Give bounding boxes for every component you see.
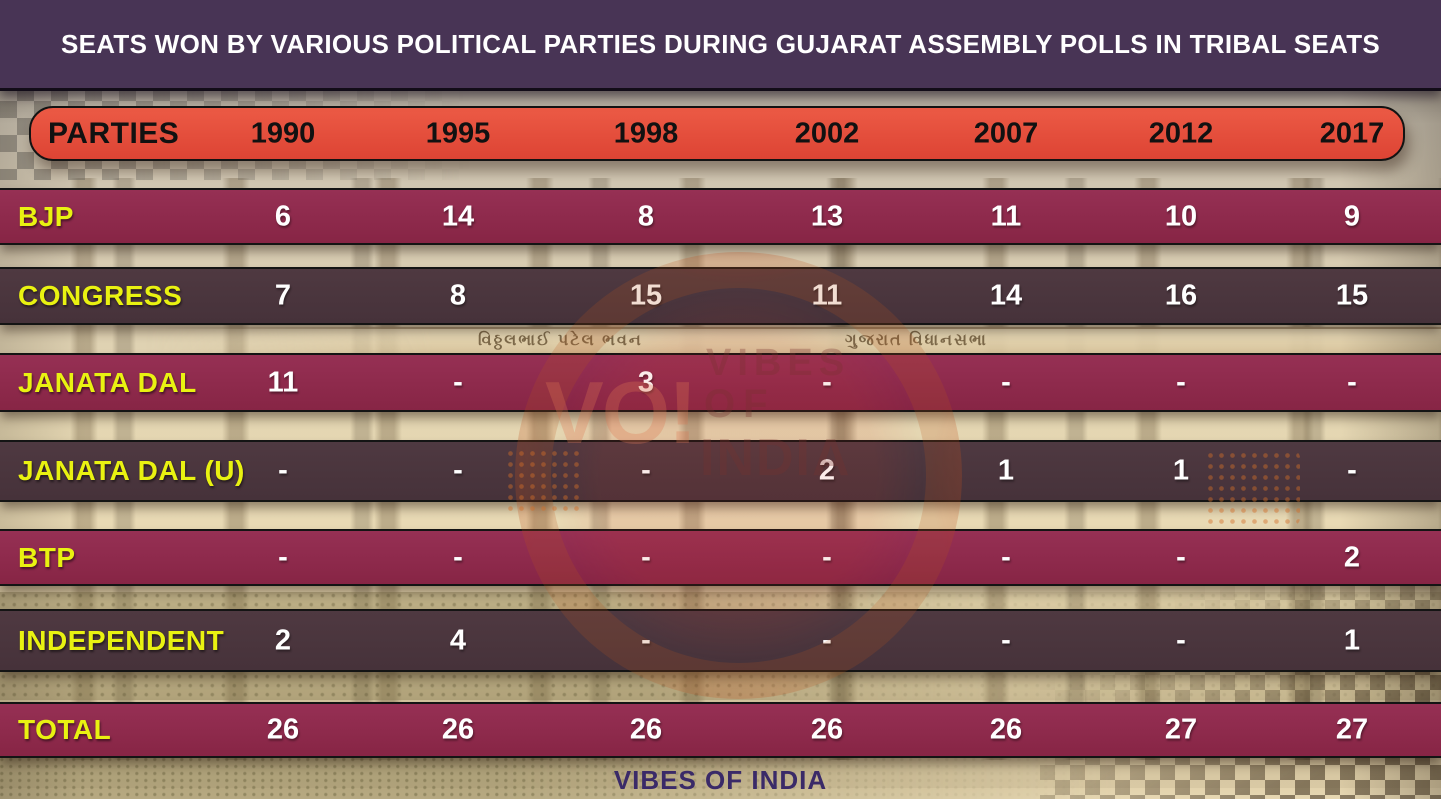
cell-value: 27 bbox=[1164, 713, 1198, 746]
party-name: BJP bbox=[18, 200, 74, 232]
column-header-parties: PARTIES bbox=[48, 116, 180, 150]
cell-value: 2 bbox=[274, 624, 292, 656]
column-header-year: 1995 bbox=[425, 117, 491, 149]
row-janata-dal-u: JANATA DAL (U) - - - 2 1 1 - bbox=[0, 440, 1441, 502]
party-name: INDEPENDENT bbox=[18, 624, 225, 656]
party-name: JANATA DAL (U) bbox=[18, 455, 245, 486]
cell-value: 6 bbox=[274, 200, 292, 232]
cell-value: 2 bbox=[818, 454, 836, 487]
cell-value: 26 bbox=[629, 713, 663, 746]
cell-value: 3 bbox=[637, 366, 655, 398]
cell-value: 11 bbox=[990, 200, 1022, 232]
cell-value: 7 bbox=[274, 279, 292, 312]
column-header-year: 2017 bbox=[1319, 117, 1385, 149]
row-janata-dal: JANATA DAL 11 - 3 - - - - bbox=[0, 353, 1441, 412]
cell-value: 1 bbox=[1343, 624, 1361, 656]
cell-value: - bbox=[1176, 366, 1186, 398]
row-congress: CONGRESS 7 8 15 11 14 16 15 bbox=[0, 267, 1441, 325]
cell-value: - bbox=[453, 454, 463, 487]
cell-value: 8 bbox=[637, 200, 655, 232]
cell-value: - bbox=[822, 624, 832, 656]
party-name: TOTAL bbox=[18, 714, 112, 745]
column-header-year: 1998 bbox=[613, 117, 679, 149]
cell-value: - bbox=[1176, 624, 1186, 656]
cell-value: 15 bbox=[1335, 279, 1369, 312]
row-btp: BTP - - - - - - 2 bbox=[0, 529, 1441, 586]
cell-value: - bbox=[822, 541, 832, 573]
cell-value: 15 bbox=[629, 279, 663, 312]
party-name: BTP bbox=[18, 541, 76, 573]
column-header-year: 1990 bbox=[250, 117, 316, 149]
cell-value: 1 bbox=[997, 454, 1015, 487]
party-name: JANATA DAL bbox=[18, 366, 197, 398]
cell-value: - bbox=[641, 454, 651, 487]
cell-value: - bbox=[278, 454, 288, 487]
cell-value: 11 bbox=[267, 366, 299, 398]
background-gujarati-text-right: ગુજરાત વિધાનસભા bbox=[845, 332, 988, 349]
title-bar: SEATS WON BY VARIOUS POLITICAL PARTIES D… bbox=[0, 0, 1441, 91]
cell-value: - bbox=[1347, 366, 1357, 398]
cell-value: 26 bbox=[989, 713, 1023, 746]
cell-value: - bbox=[278, 541, 288, 573]
cell-value: 26 bbox=[266, 713, 300, 746]
cell-value: - bbox=[641, 624, 651, 656]
cell-value: - bbox=[1001, 541, 1011, 573]
row-independent: INDEPENDENT 2 4 - - - - 1 bbox=[0, 609, 1441, 672]
cell-value: 26 bbox=[810, 713, 844, 746]
cell-value: 27 bbox=[1335, 713, 1369, 746]
cell-value: - bbox=[453, 366, 463, 398]
footer-brand: VIBES OF INDIA bbox=[613, 765, 828, 795]
cell-value: 9 bbox=[1343, 200, 1361, 232]
column-header-year: 2002 bbox=[794, 117, 860, 149]
cell-value: - bbox=[1176, 541, 1186, 573]
background-gujarati-text-left: વિઠ્ઠલભાઈ પટેલ ભવન bbox=[478, 332, 643, 349]
cell-value: - bbox=[1001, 624, 1011, 656]
cell-value: 4 bbox=[449, 624, 467, 656]
cell-value: 2 bbox=[1343, 541, 1361, 573]
cell-value: - bbox=[822, 366, 832, 398]
cell-value: - bbox=[641, 541, 651, 573]
cell-value: 13 bbox=[810, 200, 844, 232]
row-total: TOTAL 26 26 26 26 26 27 27 bbox=[0, 702, 1441, 758]
row-bjp: BJP 6 14 8 13 11 10 9 bbox=[0, 188, 1441, 245]
cell-value: 26 bbox=[441, 713, 475, 746]
cell-value: - bbox=[453, 541, 463, 573]
cell-value: 1 bbox=[1172, 454, 1190, 487]
column-header-year: 2012 bbox=[1148, 117, 1214, 149]
party-name: CONGRESS bbox=[18, 280, 183, 311]
cell-value: 16 bbox=[1164, 279, 1198, 312]
header-pill-background bbox=[29, 106, 1405, 161]
cell-value: 11 bbox=[811, 279, 843, 312]
column-header-year: 2007 bbox=[973, 117, 1039, 149]
building-entablature-band: વિઠ્ઠલભાઈ પટેલ ભવન ગુજરાત વિધાનસભા bbox=[0, 327, 1441, 355]
cell-value: 10 bbox=[1164, 200, 1198, 232]
table-header-row: PARTIES 1990 1995 1998 2002 2007 2012 20… bbox=[0, 106, 1441, 161]
cell-value: - bbox=[1347, 454, 1357, 487]
page-title: SEATS WON BY VARIOUS POLITICAL PARTIES D… bbox=[60, 28, 1381, 59]
cell-value: - bbox=[1001, 366, 1011, 398]
cell-value: 14 bbox=[989, 279, 1023, 312]
cell-value: 8 bbox=[449, 279, 467, 312]
cell-value: 14 bbox=[441, 200, 475, 232]
